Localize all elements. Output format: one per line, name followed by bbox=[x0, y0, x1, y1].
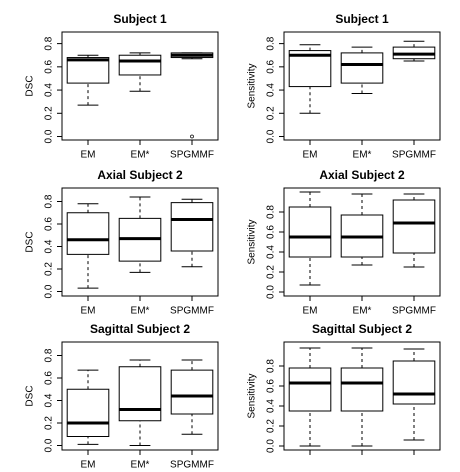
y-tick-label: 0.4 bbox=[44, 393, 55, 407]
y-tick-label: 0.4 bbox=[266, 83, 277, 97]
x-tick-label: EM* bbox=[353, 150, 372, 161]
chart-title: Sagittal Subject 2 bbox=[312, 322, 412, 336]
y-tick-label: 0.4 bbox=[266, 399, 277, 413]
y-tick-label: 0.2 bbox=[44, 416, 55, 430]
box bbox=[392, 199, 436, 254]
y-tick-label: 0.2 bbox=[266, 265, 277, 279]
y-axis-label: DSC bbox=[25, 385, 36, 406]
y-tick-label: 0.0 bbox=[44, 438, 55, 452]
y-axis-label: Sensitivity bbox=[247, 373, 258, 418]
chart-title: Sagittal Subject 2 bbox=[90, 322, 190, 336]
y-tick-label: 0.6 bbox=[44, 59, 55, 73]
box bbox=[66, 212, 110, 255]
y-tick-label: 0.6 bbox=[44, 371, 55, 385]
box bbox=[118, 366, 162, 422]
chart-title: Subject 1 bbox=[113, 12, 167, 26]
y-axis-label: DSC bbox=[25, 231, 36, 252]
y-tick-label: 0.0 bbox=[44, 129, 55, 143]
x-tick-label: EM* bbox=[131, 150, 150, 161]
y-tick-label: 0.6 bbox=[44, 217, 55, 231]
box bbox=[288, 206, 332, 258]
y-tick-label: 0.0 bbox=[266, 285, 277, 299]
x-tick-label: EM bbox=[81, 460, 96, 471]
y-tick-label: 0.8 bbox=[44, 194, 55, 208]
box bbox=[118, 54, 162, 76]
x-tick-label: EM* bbox=[131, 460, 150, 471]
x-tick-label: SPGMMF bbox=[392, 306, 436, 317]
plot-frame bbox=[61, 31, 219, 141]
x-tick-label: EM bbox=[303, 306, 318, 317]
y-tick-label: 0.0 bbox=[266, 129, 277, 143]
y-tick-label: 0.2 bbox=[266, 419, 277, 433]
y-tick-label: 0.4 bbox=[266, 245, 277, 259]
x-tick-label: EM* bbox=[353, 306, 372, 317]
y-tick-label: 0.8 bbox=[266, 36, 277, 50]
y-axis-label: Sensitivity bbox=[247, 219, 258, 264]
y-tick-label: 0.6 bbox=[266, 379, 277, 393]
box bbox=[170, 202, 214, 252]
chart-title: Axial Subject 2 bbox=[97, 168, 183, 182]
y-tick-label: 0.0 bbox=[44, 284, 55, 298]
y-tick-label: 0.4 bbox=[44, 83, 55, 97]
x-tick-label: SPGMMF bbox=[170, 150, 214, 161]
box bbox=[340, 52, 384, 84]
box bbox=[66, 57, 110, 84]
y-tick-label: 0.8 bbox=[44, 348, 55, 362]
y-tick-label: 0.6 bbox=[266, 59, 277, 73]
chart-title: Subject 1 bbox=[335, 12, 389, 26]
box bbox=[170, 369, 214, 415]
y-tick-label: 0.8 bbox=[44, 36, 55, 50]
x-tick-label: EM* bbox=[131, 306, 150, 317]
chart-title: Axial Subject 2 bbox=[319, 168, 405, 182]
x-tick-label: EM bbox=[81, 306, 96, 317]
y-axis-label: Sensitivity bbox=[247, 63, 258, 108]
y-tick-label: 0.4 bbox=[44, 239, 55, 253]
x-tick-label: EM bbox=[81, 150, 96, 161]
y-tick-label: 0.2 bbox=[44, 262, 55, 276]
x-tick-label: EM bbox=[303, 150, 318, 161]
y-tick-label: 0.2 bbox=[266, 106, 277, 120]
box bbox=[392, 360, 436, 405]
x-tick-label: SPGMMF bbox=[170, 460, 214, 471]
x-tick-label: SPGMMF bbox=[392, 150, 436, 161]
x-tick-label: SPGMMF bbox=[170, 306, 214, 317]
y-tick-label: 0.6 bbox=[266, 225, 277, 239]
box bbox=[288, 367, 332, 412]
y-axis-label: DSC bbox=[25, 75, 36, 96]
y-tick-label: 0.2 bbox=[44, 106, 55, 120]
y-tick-label: 0.8 bbox=[266, 359, 277, 373]
box bbox=[340, 367, 384, 412]
y-tick-label: 0.8 bbox=[266, 205, 277, 219]
y-tick-label: 0.0 bbox=[266, 439, 277, 453]
box bbox=[66, 388, 110, 437]
outlier bbox=[190, 134, 194, 139]
